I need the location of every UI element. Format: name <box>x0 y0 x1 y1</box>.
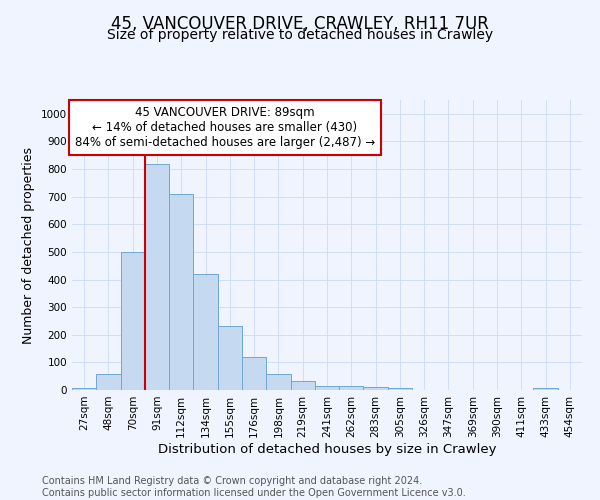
Bar <box>145 164 169 390</box>
Bar <box>339 386 364 390</box>
Bar <box>169 194 193 390</box>
Bar <box>96 374 121 390</box>
Text: 45 VANCOUVER DRIVE: 89sqm
← 14% of detached houses are smaller (430)
84% of semi: 45 VANCOUVER DRIVE: 89sqm ← 14% of detac… <box>75 106 375 149</box>
Bar <box>242 358 266 390</box>
Text: 45, VANCOUVER DRIVE, CRAWLEY, RH11 7UR: 45, VANCOUVER DRIVE, CRAWLEY, RH11 7UR <box>111 15 489 33</box>
Bar <box>388 388 412 390</box>
Bar <box>315 386 339 390</box>
Bar <box>72 388 96 390</box>
Bar <box>266 374 290 390</box>
X-axis label: Distribution of detached houses by size in Crawley: Distribution of detached houses by size … <box>158 442 496 456</box>
Bar <box>290 381 315 390</box>
Bar <box>121 252 145 390</box>
Bar <box>193 274 218 390</box>
Text: Contains HM Land Registry data © Crown copyright and database right 2024.
Contai: Contains HM Land Registry data © Crown c… <box>42 476 466 498</box>
Bar <box>533 388 558 390</box>
Y-axis label: Number of detached properties: Number of detached properties <box>22 146 35 344</box>
Bar <box>218 326 242 390</box>
Bar <box>364 387 388 390</box>
Text: Size of property relative to detached houses in Crawley: Size of property relative to detached ho… <box>107 28 493 42</box>
